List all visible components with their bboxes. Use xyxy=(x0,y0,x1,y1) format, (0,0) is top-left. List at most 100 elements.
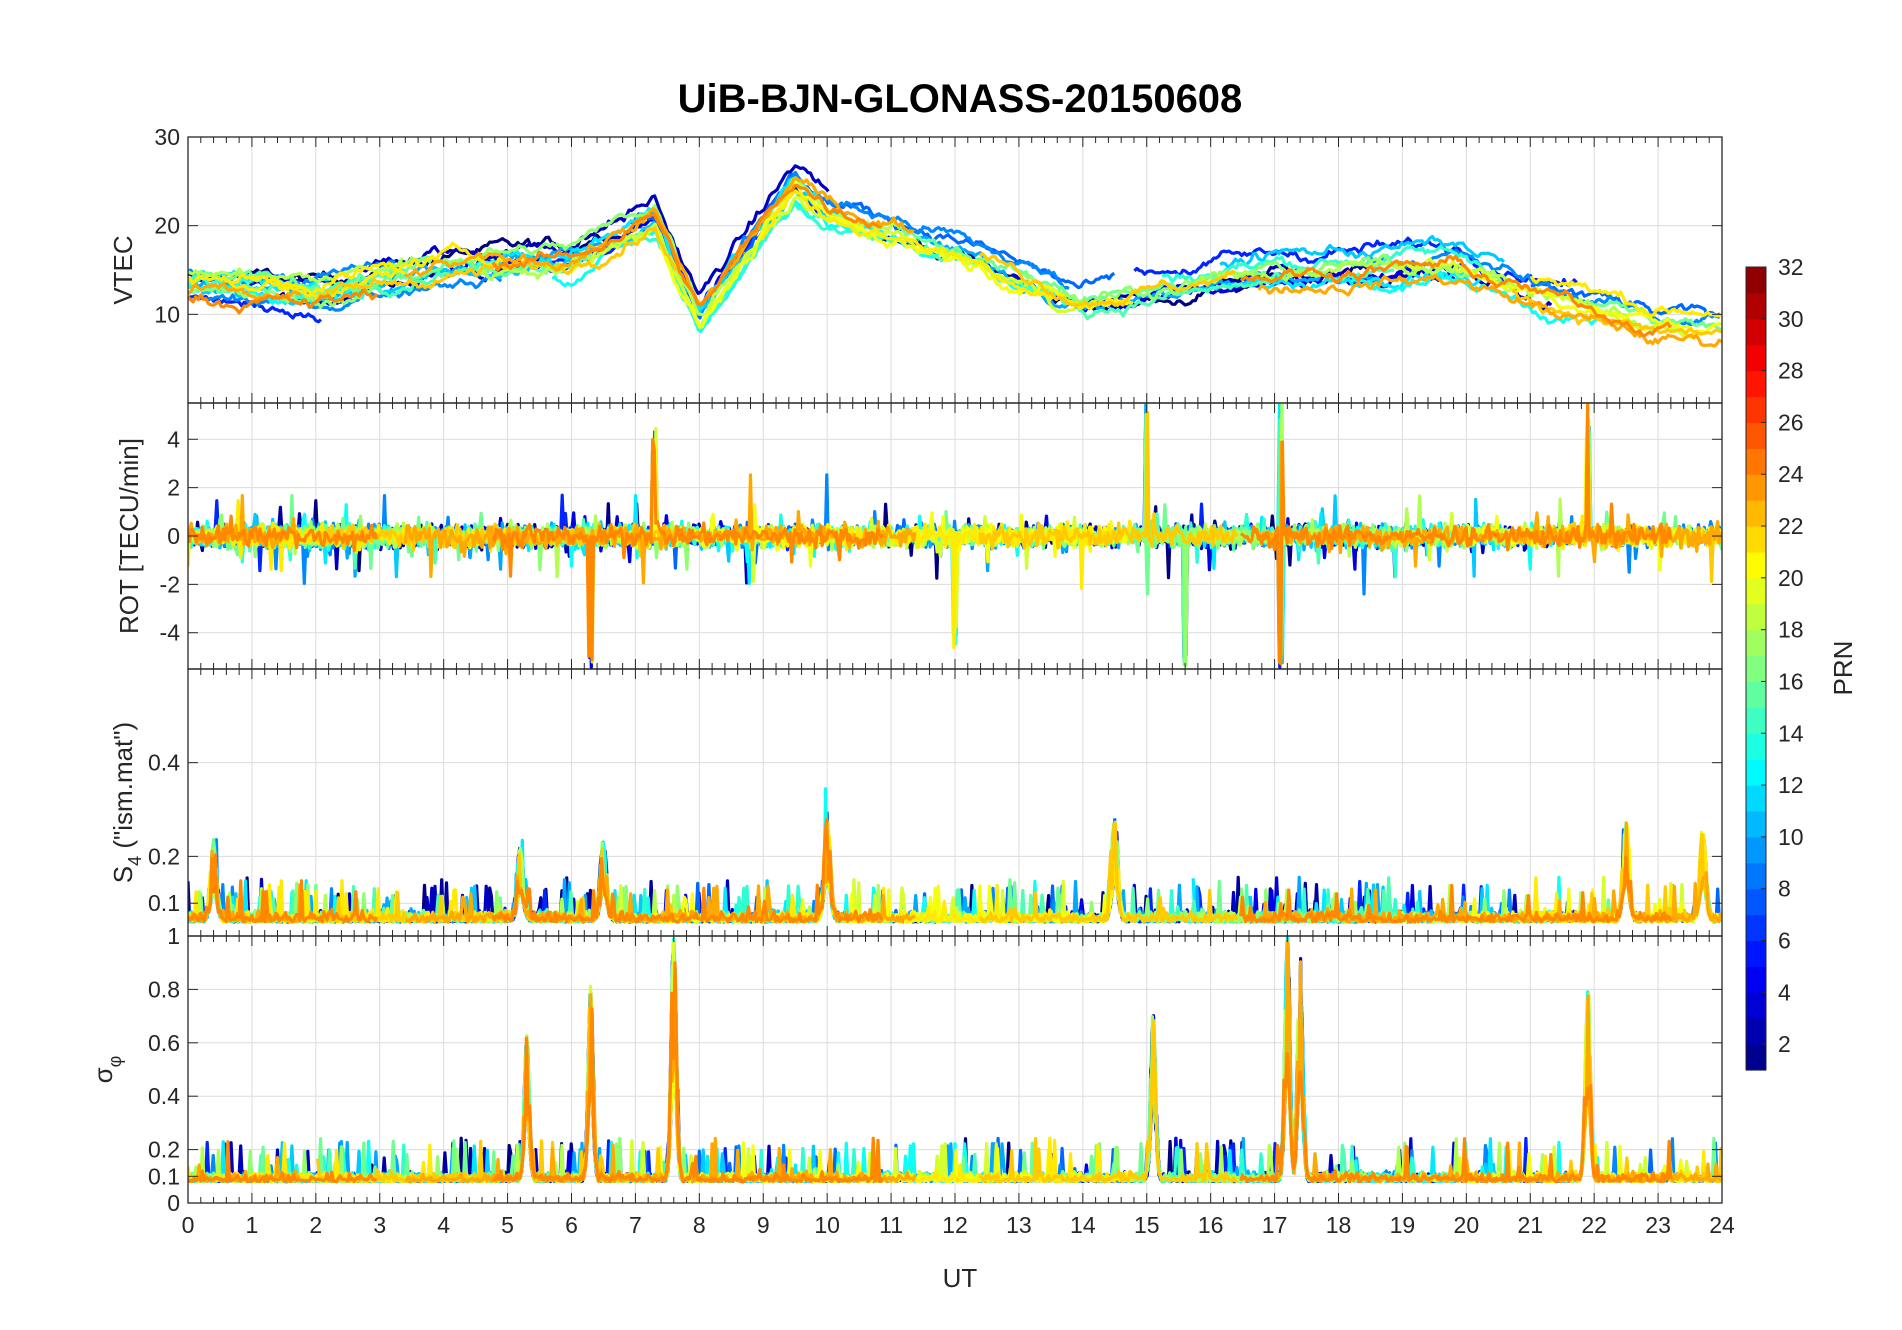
x-tick-label: 21 xyxy=(1517,1212,1543,1238)
x-tick-label: 4 xyxy=(437,1212,450,1238)
series-line-prn-21 xyxy=(229,241,508,298)
panel-vtec-series xyxy=(188,164,1722,348)
x-tick-label: 13 xyxy=(1006,1212,1032,1238)
panel-s4-grid xyxy=(187,669,1723,936)
series-line-prn-24 xyxy=(1239,1052,1673,1184)
series-line-prn-22 xyxy=(978,410,1239,551)
colorbar-tick-label: 20 xyxy=(1778,565,1804,591)
series-line-prn-22 xyxy=(316,997,679,1184)
series-line-prn-24 xyxy=(491,817,884,924)
colorbar-tick-label: 16 xyxy=(1778,668,1804,694)
y-tick-label: 4 xyxy=(167,426,180,452)
colorbar-swatch xyxy=(1746,500,1766,527)
colorbar-tick-label: 26 xyxy=(1778,409,1804,435)
colorbar-swatch xyxy=(1746,836,1766,864)
x-tick-label: 14 xyxy=(1070,1212,1096,1238)
colorbar-swatch xyxy=(1746,448,1766,475)
series-line-prn-20 xyxy=(1467,268,1722,335)
series-line-prn-24 xyxy=(1239,254,1672,338)
colorbar-tick-label: 6 xyxy=(1778,927,1791,953)
series-line-prn-11 xyxy=(1219,939,1503,1184)
series-line-prn-3 xyxy=(1210,941,1554,1184)
colorbar-swatch xyxy=(1746,759,1766,786)
series-line-prn-13 xyxy=(551,937,1051,1184)
colorbar-frame xyxy=(1745,266,1767,1071)
colorbar-swatch xyxy=(1746,603,1766,631)
series-line-prn-24 xyxy=(1239,855,1673,924)
colorbar-swatch xyxy=(1746,862,1766,890)
colorbar-swatch xyxy=(1746,888,1766,916)
y-axis-label-sigma_phi: σφ xyxy=(88,1056,125,1084)
colorbar-tick-label: 28 xyxy=(1778,358,1804,384)
y-label-main: σ xyxy=(88,1067,118,1083)
series-line-prn-21 xyxy=(1529,275,1721,318)
colorbar-tick-label: 30 xyxy=(1778,306,1804,332)
colorbar-swatch xyxy=(1746,733,1766,760)
y-tick-label: 0.2 xyxy=(148,843,180,869)
series-line-prn-24 xyxy=(1240,403,1673,666)
y-axis-label-vtec: VTEC xyxy=(108,235,138,304)
x-tick-label: 8 xyxy=(693,1212,706,1238)
panel-s4: 0.10.20.4S4 ("ism.mat") xyxy=(108,668,1723,937)
panel-sigma_phi-ticks: 00.10.2 0.4 0.6 0.8 1 xyxy=(148,923,1723,1216)
y-tick-label: -2 xyxy=(160,571,180,597)
y-tick-label: 30 xyxy=(154,124,180,150)
y-tick-label: 0 xyxy=(167,1190,180,1216)
y-tick-label: 0 xyxy=(167,523,180,549)
x-tick-label: 22 xyxy=(1581,1212,1607,1238)
y-tick-label: 0.4 xyxy=(148,1083,180,1109)
colorbar-label: PRN xyxy=(1828,641,1858,696)
y-tick-label: 0.4 xyxy=(148,750,180,776)
x-tick-label: 24 xyxy=(1709,1212,1735,1238)
x-axis-label: UT xyxy=(943,1263,978,1293)
colorbar-tick-label: 14 xyxy=(1778,720,1804,746)
x-tick-label: 10 xyxy=(814,1212,840,1238)
series-line-prn-22 xyxy=(978,821,1239,924)
panel-vtec: 10 20 30 VTEC xyxy=(108,124,1723,404)
series-line-prn-22 xyxy=(316,226,678,301)
y-tick-label: 10 xyxy=(154,301,180,327)
colorbar-tick-label: 2 xyxy=(1778,1031,1791,1057)
series-line-prn-24 xyxy=(188,853,379,924)
y-tick-label: 0.6 xyxy=(148,1030,180,1056)
series-line-prn-21 xyxy=(760,189,1134,311)
colorbar-swatch xyxy=(1746,526,1766,553)
y-tick-label: 0.1 xyxy=(148,1163,180,1189)
x-tick-label: 19 xyxy=(1390,1212,1416,1238)
colorbar-swatch xyxy=(1746,577,1766,605)
colorbar-swatch xyxy=(1746,370,1766,398)
y-label-sub: φ xyxy=(105,1056,125,1068)
y-label-main: S xyxy=(108,866,138,883)
colorbar-swatch xyxy=(1746,785,1766,812)
x-tick-label: 0 xyxy=(182,1212,195,1238)
x-tick-label: 1 xyxy=(246,1212,259,1238)
x-tick-label: 18 xyxy=(1326,1212,1352,1238)
series-line-prn-22 xyxy=(978,252,1237,308)
panel-vtec-ticks: 10 20 30 xyxy=(154,124,1723,403)
colorbar-tick-label: 32 xyxy=(1778,254,1804,280)
panel-rot-series xyxy=(188,403,1722,669)
colorbar-swatch xyxy=(1746,629,1766,657)
series-line-prn-24 xyxy=(491,183,882,307)
series-line-prn-24 xyxy=(491,961,885,1184)
panel-rot-ticks: -4 -2 0 2 4 xyxy=(160,403,1723,669)
colorbar-swatch xyxy=(1746,1044,1766,1071)
colorbar-swatch xyxy=(1746,1018,1766,1045)
x-tick-label: 11 xyxy=(879,1212,903,1238)
colorbar-swatch xyxy=(1746,655,1766,683)
x-tick-label: 2 xyxy=(309,1212,322,1238)
series-line-prn-24 xyxy=(188,1140,377,1184)
colorbar-swatch xyxy=(1746,681,1766,708)
colorbar-tick-label: 24 xyxy=(1778,461,1804,487)
series-line-prn-9 xyxy=(1357,425,1722,596)
panel-s4-series xyxy=(188,787,1722,924)
y-tick-label: -4 xyxy=(160,620,181,646)
series-line-prn-21 xyxy=(188,268,406,300)
series-line-prn-23 xyxy=(405,176,915,307)
colorbar-swatch xyxy=(1746,422,1766,449)
x-tick-label: 17 xyxy=(1262,1212,1288,1238)
series-line-prn-20 xyxy=(653,181,1131,329)
panel-rot: -4 -2 0 2 4 ROT [TECU/min] xyxy=(114,402,1723,670)
